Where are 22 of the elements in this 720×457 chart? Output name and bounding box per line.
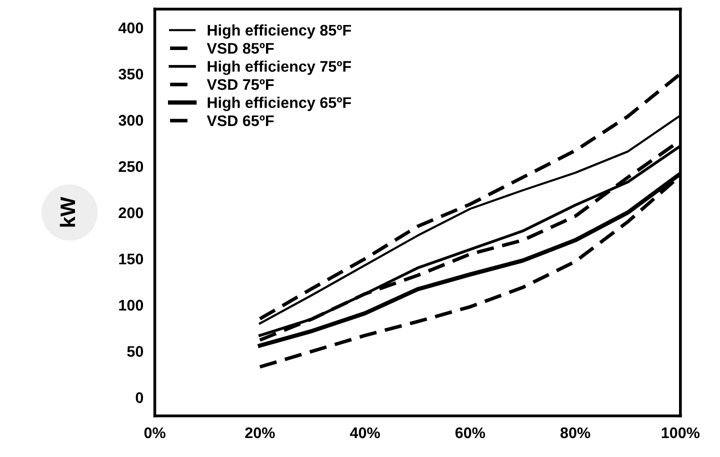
x-tick-label: 100%	[662, 427, 700, 438]
y-tick-label: 200	[118, 207, 144, 218]
y-tick-label: 100	[119, 300, 144, 311]
legend-label: VSD 85ºF	[206, 42, 274, 54]
legend-label: High efficiency 65ºF	[208, 96, 352, 112]
y-tick-label: 250	[118, 161, 144, 172]
x-tick-label: 0%	[144, 427, 166, 438]
y-tick-label: 300	[118, 114, 144, 126]
y-tick-label: 50	[127, 346, 144, 357]
y-tick-label: 350	[118, 68, 144, 80]
x-tick-label: 60%	[455, 427, 486, 438]
x-tick-label: 40%	[350, 427, 380, 438]
y-tick-label: 0	[136, 392, 144, 404]
x-tick-label: 20%	[245, 427, 275, 438]
y-tick-label: 400	[118, 22, 144, 34]
y-tick-label: 150	[119, 254, 144, 264]
legend-label: VSD 65ºF	[206, 115, 274, 126]
legend-label: High efficiency 85ºF	[208, 24, 352, 39]
legend-label: High efficiency 75ºF	[208, 60, 352, 75]
legend-label: VSD 75ºF	[206, 79, 274, 90]
x-tick-label: 80%	[560, 427, 590, 438]
y-axis-title: kW	[60, 196, 75, 227]
